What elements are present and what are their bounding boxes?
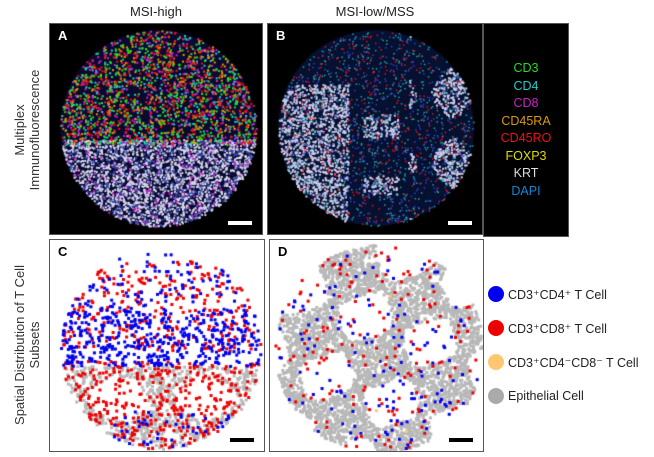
- panel-label: C: [58, 244, 68, 259]
- row-label-multiplex-if: Multiplex Immunofluorescence: [12, 50, 44, 210]
- legend-item-epithelial: Epithelial Cell: [488, 388, 584, 404]
- row-label-line: Multiplex: [12, 104, 27, 156]
- panel-c-spatial-plot: C: [49, 239, 265, 452]
- legend-label: CD3⁺CD8⁺ T Cell: [508, 321, 607, 336]
- marker-legend: CD3 CD4 CD8 CD45RA CD45RO FOXP3 KRT DAPI: [483, 23, 569, 237]
- panel-label: B: [276, 28, 286, 43]
- legend-label: CD3⁺CD4⁻CD8⁻ T Cell: [508, 355, 639, 370]
- legend-item-cd4: CD3⁺CD4⁺ T Cell: [488, 286, 607, 302]
- scale-bar: [449, 438, 473, 442]
- panel-b-if-image: B: [267, 23, 483, 235]
- marker-krt: KRT: [513, 166, 539, 180]
- cell-scatter-plot: [270, 240, 483, 451]
- panel-label: A: [58, 28, 68, 43]
- scale-bar: [228, 221, 252, 225]
- row-label-line: Subsets: [27, 321, 42, 369]
- legend-label: Epithelial Cell: [508, 389, 584, 403]
- row-label-line: Spatial Distribution of T Cell: [12, 265, 27, 425]
- marker-cd45ro: CD45RO: [500, 131, 552, 145]
- row-label-spatial-distribution: Spatial Distribution of T Cell Subsets: [12, 235, 44, 455]
- marker-cd3: CD3: [513, 61, 539, 75]
- marker-cd4: CD4: [513, 78, 539, 93]
- column-title-msi-low-mss: MSI-low/MSS: [335, 4, 415, 19]
- scale-bar: [448, 221, 472, 225]
- scale-bar: [230, 438, 254, 442]
- panel-d-spatial-plot: D: [269, 239, 484, 452]
- legend-dot-icon: [488, 388, 504, 404]
- column-title-msi-high: MSI-high: [129, 4, 183, 19]
- panel-label: D: [278, 244, 288, 259]
- row-label-line: Immunofluorescence: [27, 69, 42, 191]
- tissue-core-image: [268, 24, 482, 234]
- marker-cd45ra: CD45RA: [501, 113, 551, 128]
- marker-dapi: DAPI: [511, 183, 541, 198]
- legend-item-double-negative: CD3⁺CD4⁻CD8⁻ T Cell: [488, 354, 638, 370]
- cell-scatter-plot: [50, 240, 264, 451]
- legend-dot-icon: [488, 354, 504, 370]
- legend-label: CD3⁺CD4⁺ T Cell: [508, 287, 607, 302]
- legend-dot-icon: [488, 320, 504, 336]
- legend-dot-icon: [488, 286, 504, 302]
- marker-cd8: CD8: [513, 96, 539, 110]
- legend-item-cd8: CD3⁺CD8⁺ T Cell: [488, 320, 607, 336]
- tissue-core-image: [50, 24, 262, 234]
- panel-a-if-image: A: [49, 23, 263, 235]
- marker-foxp3: FOXP3: [505, 148, 547, 163]
